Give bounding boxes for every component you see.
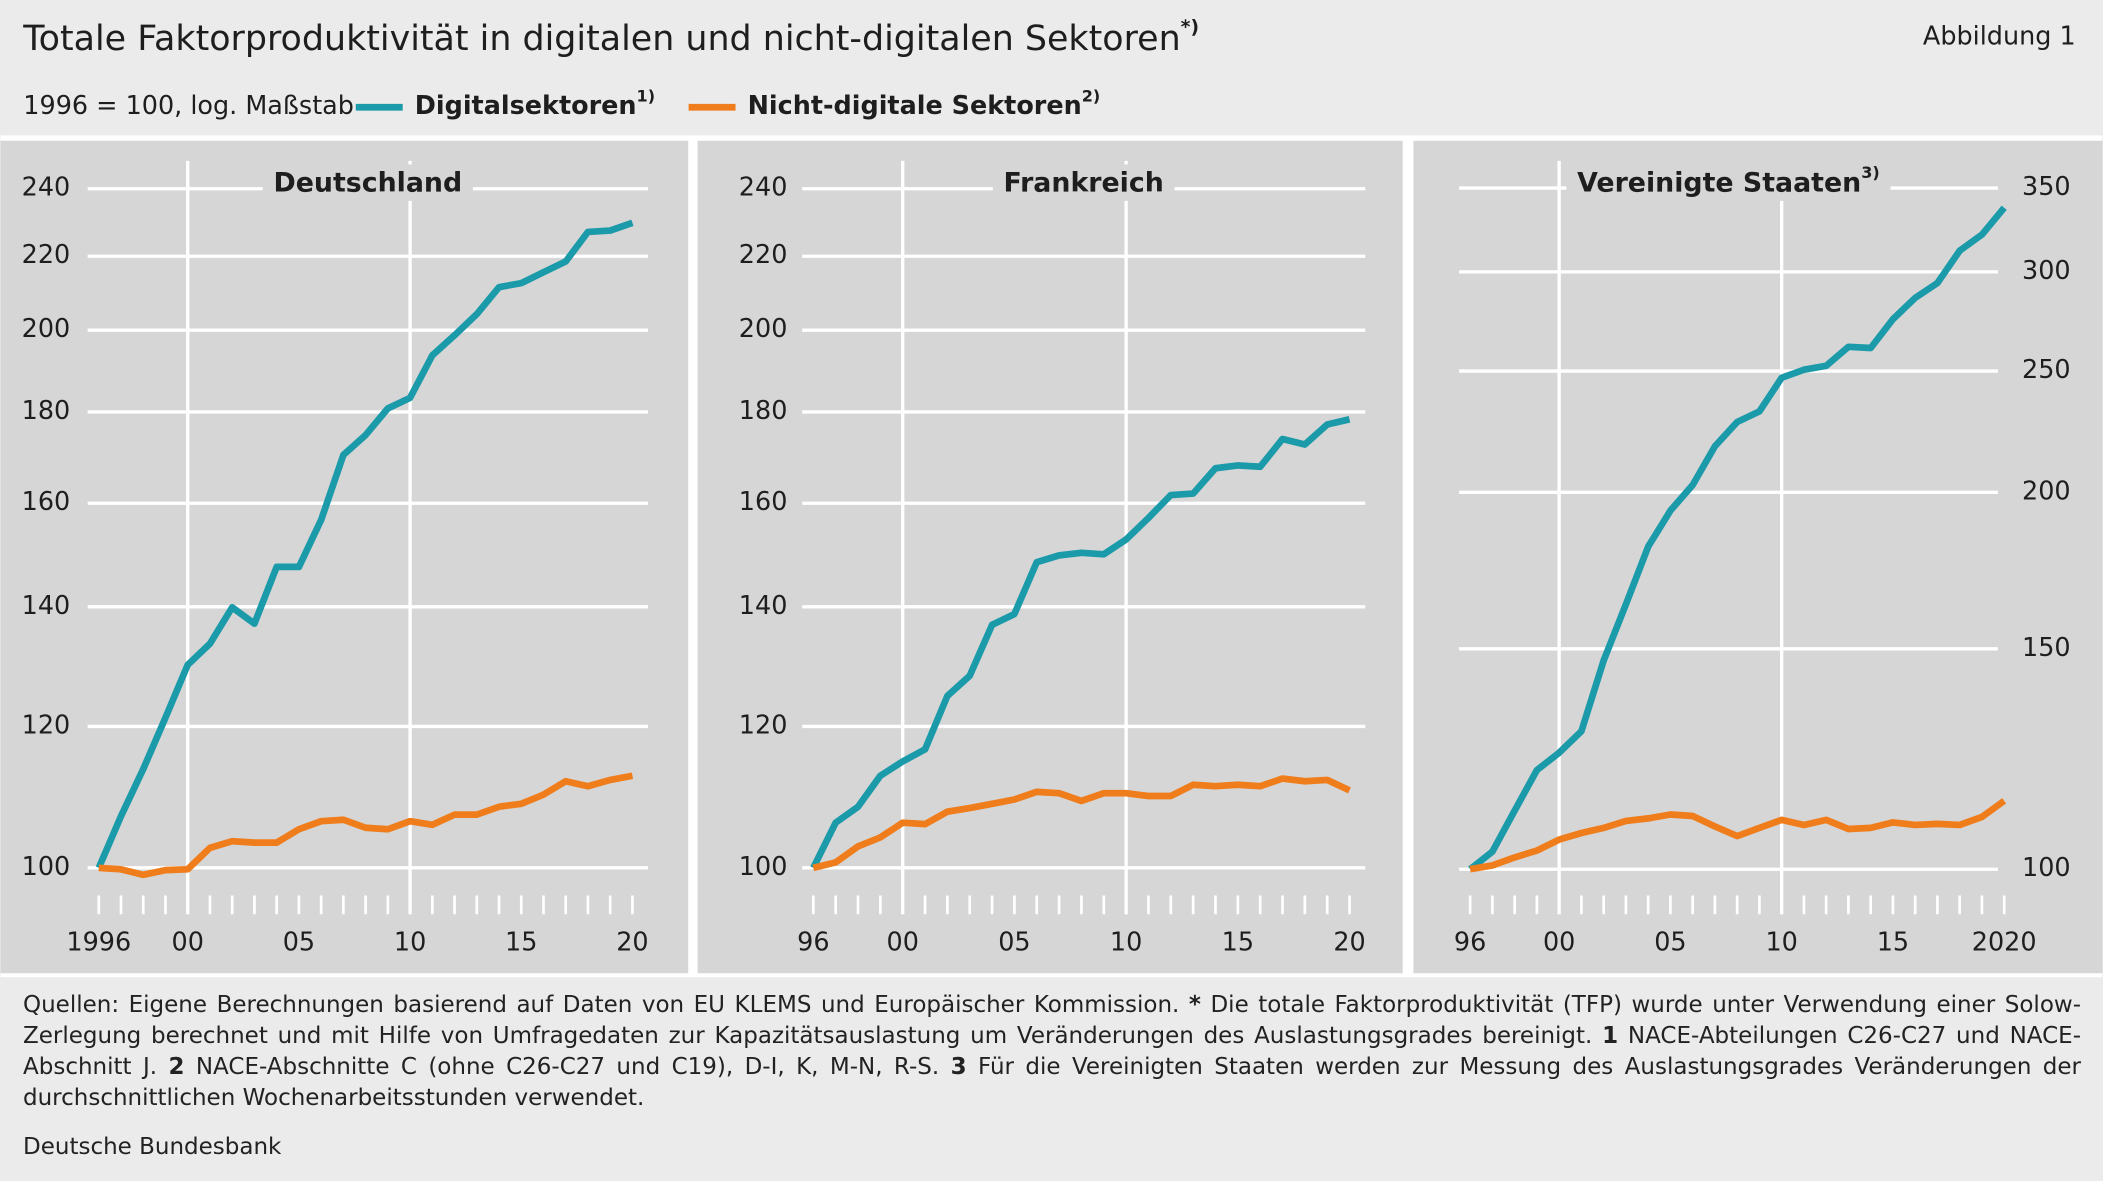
y-tick-label: 200 xyxy=(22,314,71,344)
series-line xyxy=(810,416,1351,870)
x-tick-label: 15 xyxy=(505,928,537,958)
panel-title: Frankreich xyxy=(1004,167,1164,198)
x-tick-label: 05 xyxy=(283,928,315,958)
legend-text: Digitalsektoren xyxy=(415,91,637,121)
series-line xyxy=(1469,798,2007,873)
legend-note: 2) xyxy=(1082,86,1101,105)
panel-title-bg xyxy=(1566,159,1891,201)
footnote-part: 1 xyxy=(1602,1023,1619,1049)
x-tick-label: 15 xyxy=(1877,928,1909,958)
panel-title-text: Frankreich xyxy=(1004,167,1164,198)
y-tick-label: 100 xyxy=(2022,853,2071,883)
y-tick-label: 150 xyxy=(2022,633,2071,663)
y-tick-label: 220 xyxy=(22,240,71,270)
y-tick-label: 100 xyxy=(739,852,788,882)
series-line xyxy=(1468,205,2007,872)
footnote-part: * xyxy=(1188,992,1201,1018)
panel-title: Deutschland xyxy=(273,167,462,198)
x-tick-label: 05 xyxy=(1654,928,1686,958)
series-line xyxy=(98,772,634,879)
x-tick-label: 1996 xyxy=(66,928,131,958)
footnote-part: Quellen: Eigene Berechnungen basierend a… xyxy=(23,992,1189,1018)
panel-title-text: Vereinigte Staaten xyxy=(1577,167,1861,198)
x-tick-label: 00 xyxy=(1543,928,1575,958)
footnote-part: NACE-Abschnitte C (ohne C26-C27 und C19)… xyxy=(184,1054,951,1080)
x-tick-label: 20 xyxy=(1333,928,1365,958)
footnote-part: Die totale Faktorproduktivität (TFP) wur… xyxy=(23,992,2082,1049)
x-tick-label: 10 xyxy=(1765,928,1797,958)
y-tick-label: 180 xyxy=(739,396,788,426)
footnote-part: NACE-Abteilungen C26-C27 und NACE-Abschn… xyxy=(23,1023,2081,1080)
y-tick-label: 120 xyxy=(22,710,71,740)
y-tick-label: 100 xyxy=(22,852,71,882)
y-tick-label: 160 xyxy=(22,487,71,517)
footnote-part: 3 xyxy=(950,1054,967,1080)
y-tick-label: 250 xyxy=(2022,355,2071,385)
x-tick-label: 96 xyxy=(797,928,829,958)
y-tick-label: 240 xyxy=(22,173,71,203)
x-tick-label: 2020 xyxy=(1972,928,2037,958)
y-tick-label: 350 xyxy=(2022,172,2071,202)
y-tick-label: 140 xyxy=(22,591,71,621)
panel-title: Vereinigte Staaten3) xyxy=(1577,162,1880,198)
x-tick-label: 20 xyxy=(616,928,648,958)
title-text: Totale Faktorproduktivität in digitalen … xyxy=(22,19,1180,59)
x-tick-label: 96 xyxy=(1454,928,1486,958)
figure-label: Abbildung 1 xyxy=(1923,22,2076,52)
footnote-part: 2 xyxy=(168,1054,185,1080)
title-note: *) xyxy=(1181,16,1199,37)
x-tick-label: 10 xyxy=(1110,928,1142,958)
y-tick-label: 300 xyxy=(2022,256,2071,286)
footnote-part: Für die Vereinigten Staaten werden zur M… xyxy=(23,1054,2081,1111)
x-tick-label: 10 xyxy=(394,928,426,958)
y-tick-label: 240 xyxy=(739,173,788,203)
y-tick-label: 220 xyxy=(739,240,788,270)
footnote: Quellen: Eigene Berechnungen basierend a… xyxy=(23,990,2081,1114)
series-line xyxy=(812,775,1351,872)
source: Deutsche Bundesbank xyxy=(23,1134,282,1160)
panel-title-bg xyxy=(992,164,1175,201)
x-tick-label: 15 xyxy=(1222,928,1254,958)
y-tick-label: 140 xyxy=(739,591,788,621)
y-tick-label: 200 xyxy=(2022,476,2071,506)
x-tick-label: 05 xyxy=(998,928,1030,958)
chart-title: Totale Faktorproduktivität in digitalen … xyxy=(22,16,1199,59)
legend-label: Nicht-digitale Sektoren2) xyxy=(748,86,1101,121)
legend-note: 1) xyxy=(637,86,656,105)
panel xyxy=(1413,140,2103,974)
y-tick-label: 160 xyxy=(739,487,788,517)
legend-label: Digitalsektoren1) xyxy=(415,86,655,121)
panel-title-note: 3) xyxy=(1861,162,1880,181)
x-tick-label: 00 xyxy=(887,928,919,958)
panel-title-bg xyxy=(262,164,473,201)
legend-text: Nicht-digitale Sektoren xyxy=(748,91,1082,121)
x-tick-label: 00 xyxy=(172,928,204,958)
y-tick-label: 120 xyxy=(739,710,788,740)
subtitle: 1996 = 100, log. Maßstab xyxy=(23,91,354,121)
y-tick-label: 200 xyxy=(739,314,788,344)
y-tick-label: 180 xyxy=(22,396,71,426)
series-line xyxy=(95,219,634,870)
panel-title-text: Deutschland xyxy=(273,167,462,198)
